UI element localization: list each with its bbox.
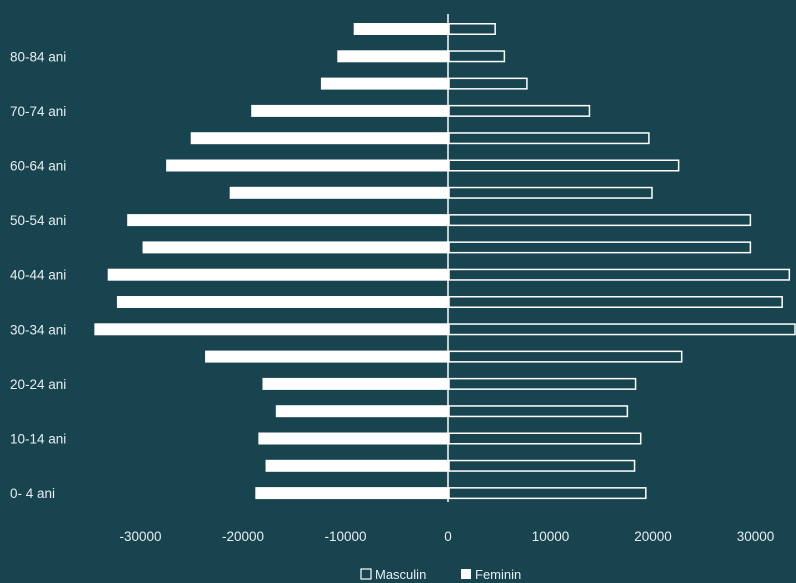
bar-masculin-8 — [448, 268, 791, 281]
y-tick-label-2: 10-14 ani — [10, 432, 66, 447]
bar-feminin-1 — [265, 459, 448, 472]
y-tick-label-14: 70-74 ani — [10, 104, 66, 119]
bar-feminin-15 — [320, 77, 448, 90]
y-tick-labels: 0- 4 ani 10-14 ani 20-24 ani 30-34 ani 40-44… — [10, 49, 66, 501]
legend-masculin-swatch — [360, 568, 372, 580]
y-tick-label-10: 50-54 ani — [10, 213, 66, 228]
bar-masculin-6 — [448, 323, 796, 336]
bar-feminin-12 — [166, 159, 448, 172]
legend-feminin-swatch — [461, 569, 471, 579]
bar-masculin-3 — [448, 405, 629, 418]
y-tick-label-16: 80-84 ani — [10, 49, 66, 64]
bar-masculin-12 — [448, 159, 680, 172]
x-tick-label-3: 0 — [444, 529, 452, 544]
x-tick-label-6: 30000 — [737, 529, 775, 544]
bar-feminin-10 — [127, 214, 449, 227]
bar-feminin-8 — [107, 268, 448, 281]
bar-feminin-2 — [258, 432, 448, 445]
x-tick-label-4: 10000 — [532, 529, 570, 544]
bar-feminin-3 — [275, 405, 448, 418]
bar-feminin-16 — [337, 50, 448, 63]
y-tick-label-6: 30-34 ani — [10, 322, 66, 337]
x-tick-label-0: -30000 — [119, 529, 161, 544]
bar-masculin-4 — [448, 377, 637, 390]
x-tick-label-5: 20000 — [634, 529, 672, 544]
bar-masculin-1 — [448, 459, 636, 472]
bar-masculin-5 — [448, 350, 683, 363]
y-tick-label-8: 40-44 ani — [10, 268, 66, 283]
bar-feminin-9 — [142, 241, 449, 254]
bar-feminin-14 — [251, 104, 448, 117]
bar-masculin-0 — [448, 487, 647, 500]
bar-masculin-14 — [448, 104, 591, 117]
bar-masculin-9 — [448, 241, 752, 254]
bar-masculin-2 — [448, 432, 642, 445]
bar-masculin-11 — [448, 186, 653, 199]
legend-feminin-label: Feminin — [475, 567, 521, 582]
bar-feminin-11 — [229, 186, 448, 199]
x-tick-label-2: -10000 — [324, 529, 366, 544]
y-tick-label-4: 20-24 ani — [10, 377, 66, 392]
bar-masculin-17 — [448, 23, 496, 35]
legend: Masculin Feminin — [360, 567, 521, 582]
bar-feminin-7 — [116, 296, 449, 308]
legend-masculin-label: Masculin — [375, 567, 426, 582]
bar-masculin-15 — [448, 77, 528, 90]
bar-masculin-16 — [448, 50, 506, 63]
y-tick-label-12: 60-64 ani — [10, 159, 66, 174]
bar-masculin-13 — [448, 132, 650, 145]
y-tick-label-0: 0- 4 ani — [10, 486, 55, 501]
bar-feminin-4 — [262, 377, 448, 390]
x-tick-label-1: -20000 — [222, 529, 264, 544]
bar-feminin-0 — [255, 487, 448, 500]
bar-feminin-17 — [353, 23, 448, 35]
x-tick-labels: -30000 -20000 -10000 0 10000 20000 30000 — [119, 529, 774, 544]
bars-group — [94, 23, 796, 500]
bar-feminin-6 — [94, 323, 448, 336]
bar-feminin-5 — [205, 350, 448, 363]
bar-masculin-7 — [448, 296, 783, 308]
bar-feminin-13 — [190, 132, 448, 145]
bar-masculin-10 — [448, 214, 752, 227]
